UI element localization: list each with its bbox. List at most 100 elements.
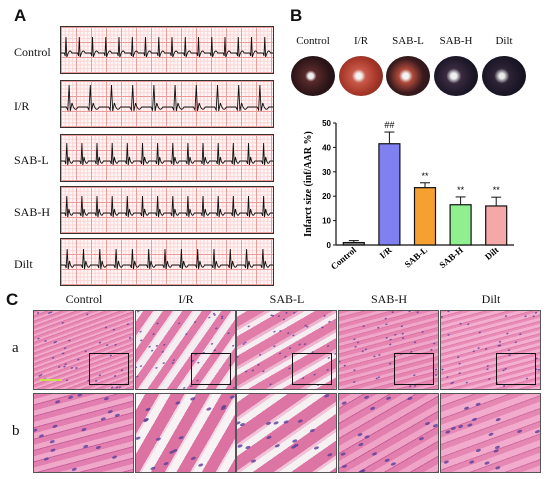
- nucleus: [504, 367, 507, 370]
- nucleus: [385, 323, 388, 326]
- nucleus: [190, 385, 193, 388]
- nucleus: [401, 337, 405, 339]
- nucleus: [354, 345, 357, 348]
- nucleus: [464, 406, 470, 410]
- nucleus: [469, 460, 475, 464]
- heart-section-image: [339, 56, 383, 96]
- nucleus: [285, 312, 288, 314]
- nucleus: [50, 448, 56, 452]
- nucleus: [244, 341, 247, 344]
- nucleus: [87, 379, 90, 382]
- y-tick-label: 10: [322, 217, 331, 226]
- nucleus: [326, 345, 330, 347]
- nucleus: [190, 397, 196, 401]
- nucleus: [433, 342, 436, 345]
- nucleus: [77, 358, 80, 361]
- nucleus: [447, 311, 450, 313]
- nucleus: [194, 353, 197, 356]
- x-tick-label: SAB-L: [403, 245, 430, 270]
- nucleus: [327, 357, 330, 359]
- nucleus: [113, 375, 117, 377]
- nucleus: [472, 350, 475, 353]
- nucleus: [353, 381, 356, 383]
- nucleus: [534, 430, 540, 434]
- ecg-strip: [60, 186, 274, 234]
- nucleus: [535, 357, 538, 360]
- nucleus: [475, 448, 481, 452]
- nucleus: [386, 396, 392, 400]
- nucleus: [488, 378, 491, 380]
- nucleus: [237, 356, 239, 358]
- nucleus: [75, 367, 78, 369]
- nucleus: [95, 445, 101, 450]
- nucleus: [384, 317, 387, 320]
- nucleus: [137, 311, 140, 313]
- ecg-strip: [60, 238, 274, 286]
- nucleus: [273, 345, 276, 347]
- nuclei-overlay: [340, 395, 438, 472]
- nucleus: [327, 453, 333, 457]
- nucleus: [139, 330, 142, 333]
- nucleus: [467, 423, 473, 427]
- nucleus: [389, 343, 392, 346]
- nucleus: [385, 337, 388, 339]
- heart-group-label: SAB-H: [439, 35, 473, 47]
- nucleus: [324, 394, 330, 398]
- nucleus: [304, 324, 307, 327]
- nucleus: [293, 311, 296, 314]
- nucleus: [341, 401, 347, 405]
- nucleus: [232, 344, 235, 347]
- histology-column-label: SAB-H: [370, 292, 407, 306]
- nucleus: [488, 432, 494, 436]
- nucleus: [361, 350, 364, 353]
- nucleus: [266, 435, 272, 440]
- nucleus: [291, 445, 297, 449]
- nucleus: [465, 381, 468, 384]
- histology-zoom-image: [33, 393, 134, 473]
- nucleus: [445, 430, 451, 434]
- nucleus: [136, 375, 139, 378]
- nucleus: [136, 366, 138, 369]
- nucleus: [49, 440, 55, 444]
- nucleus: [38, 434, 44, 438]
- zoom-region-box: [496, 353, 536, 385]
- y-axis-label: Infarct size (inf/AAR %): [303, 131, 314, 237]
- nucleus: [198, 463, 204, 467]
- nucleus: [163, 462, 169, 466]
- nucleus: [58, 366, 61, 368]
- nucleus: [432, 424, 438, 428]
- nucleus: [242, 343, 245, 345]
- nuclei-overlay: [339, 311, 438, 388]
- nucleus: [162, 362, 165, 364]
- nucleus: [534, 311, 538, 314]
- nucleus: [81, 427, 87, 432]
- histology-zoom-image: [338, 393, 439, 473]
- histology-column-label: SAB-L: [269, 292, 305, 306]
- nucleus: [353, 369, 356, 372]
- nucleus: [237, 421, 241, 425]
- nucleus: [106, 344, 109, 347]
- bar-control: [342, 241, 365, 246]
- nucleus: [430, 348, 433, 351]
- nucleus: [424, 421, 430, 426]
- nucleus: [378, 354, 381, 356]
- nucleus: [150, 466, 156, 470]
- nucleus: [532, 315, 535, 318]
- nucleus: [273, 421, 279, 425]
- zoom-region-box: [394, 353, 434, 385]
- histology-overview-image: [338, 310, 439, 390]
- scale-bar: [40, 379, 62, 381]
- nuclei-overlay: [36, 311, 132, 389]
- nucleus: [210, 342, 214, 345]
- nucleus: [114, 343, 117, 346]
- nucleus: [408, 311, 411, 313]
- ecg-trace: [61, 248, 273, 270]
- nucleus: [303, 343, 307, 345]
- nucleus: [155, 367, 158, 369]
- nucleus: [38, 375, 41, 377]
- nucleus: [498, 340, 502, 343]
- nucleus: [298, 343, 301, 346]
- nucleus: [302, 377, 305, 380]
- nucleus: [128, 336, 132, 339]
- nucleus: [161, 351, 164, 353]
